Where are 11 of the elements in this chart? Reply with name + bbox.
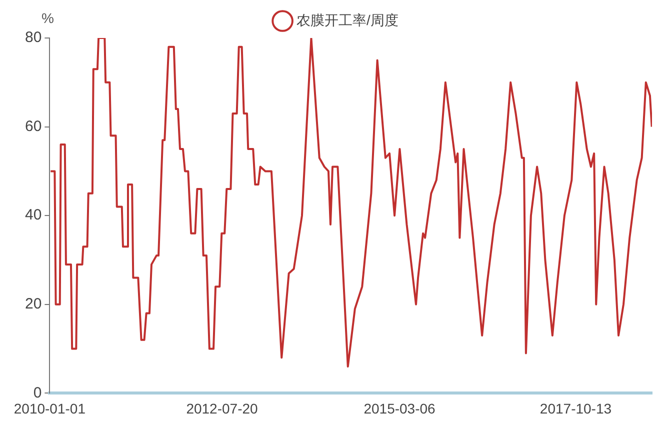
y-tick-label: 80 (24, 29, 42, 46)
legend-label: 农膜开工率/周度 (296, 12, 398, 28)
x-tick-label: 2010-01-01 (14, 400, 86, 416)
y-tick-label: 0 (33, 384, 42, 402)
y-tick-label: 60 (24, 118, 42, 135)
y-axis-title: % (41, 10, 54, 26)
x-tick-label: 2012-07-20 (186, 400, 258, 416)
y-tick-label: 40 (24, 206, 42, 224)
y-tick-label: 20 (24, 296, 42, 313)
x-tick-label: 2017-10-13 (540, 400, 612, 416)
x-tick-label: 2015-03-06 (364, 400, 436, 416)
